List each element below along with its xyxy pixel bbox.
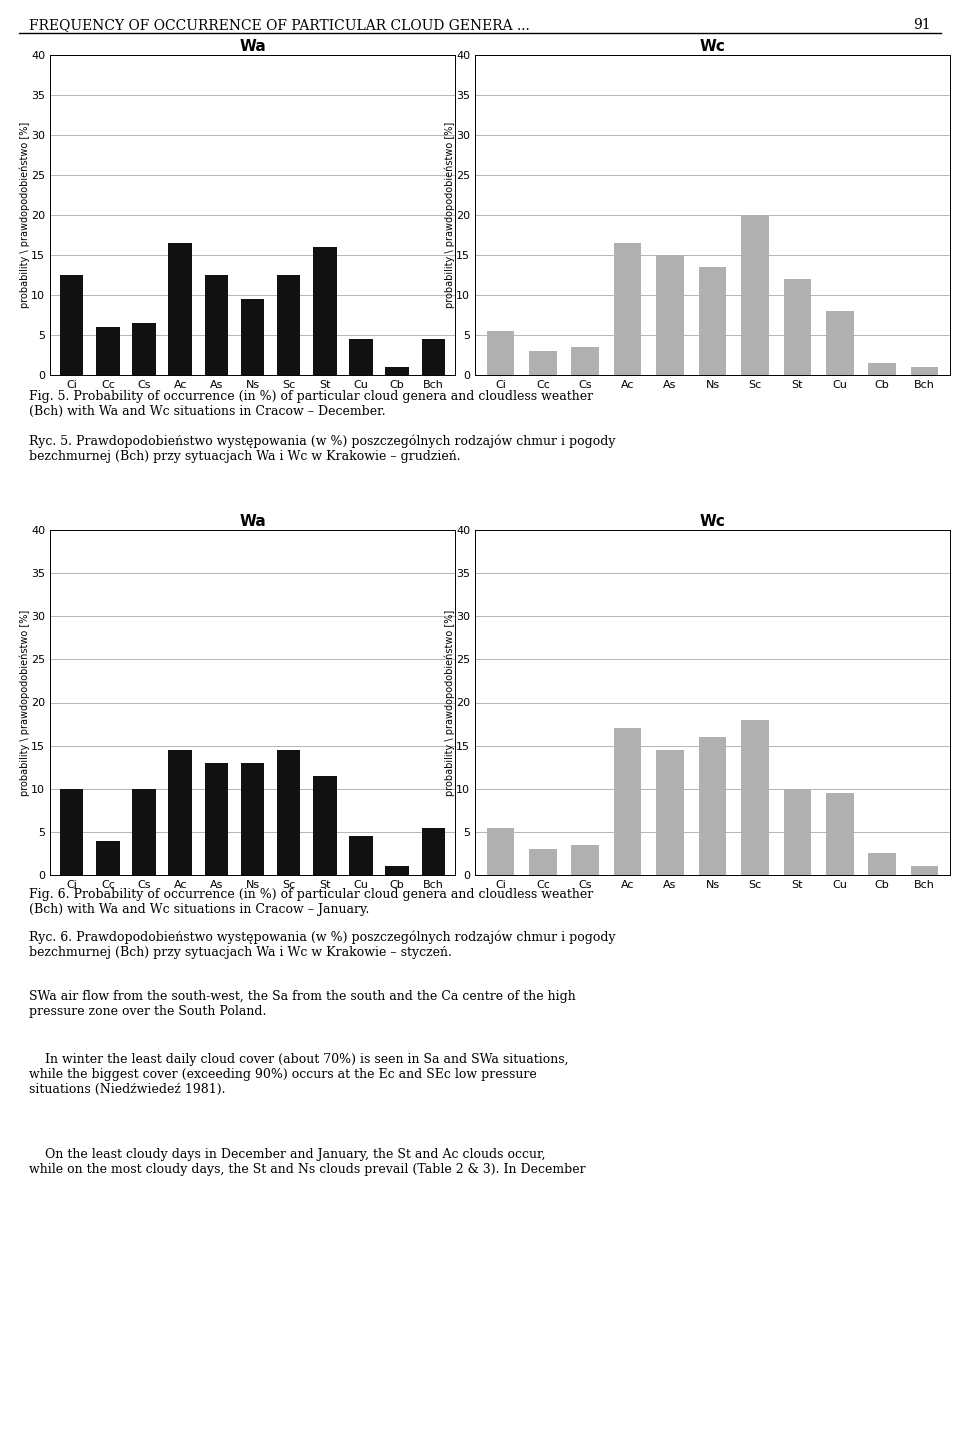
Bar bbox=[699, 737, 727, 875]
Bar bbox=[826, 793, 853, 875]
Bar bbox=[60, 789, 84, 875]
Bar bbox=[613, 243, 641, 375]
Text: Ryc. 6. Prawdopodobieństwo występowania (w %) poszczególnych rodzajów chmur i po: Ryc. 6. Prawdopodobieństwo występowania … bbox=[29, 930, 615, 959]
Bar bbox=[132, 323, 156, 375]
Bar bbox=[657, 750, 684, 875]
Bar bbox=[571, 347, 599, 375]
Bar bbox=[529, 352, 557, 375]
Bar bbox=[96, 840, 120, 875]
Bar bbox=[204, 763, 228, 875]
Bar bbox=[349, 835, 372, 875]
Y-axis label: probability \ prawdopodobieństwo [%]: probability \ prawdopodobieństwo [%] bbox=[19, 122, 30, 308]
Bar bbox=[783, 279, 811, 375]
Bar bbox=[276, 750, 300, 875]
Bar bbox=[349, 339, 372, 375]
Y-axis label: probability \ prawdopodobieństwo [%]: probability \ prawdopodobieństwo [%] bbox=[444, 609, 455, 796]
Title: Wa: Wa bbox=[239, 39, 266, 54]
Bar bbox=[613, 728, 641, 875]
Text: Fig. 6. Probability of occurrence (in %) of particular cloud genera and cloudles: Fig. 6. Probability of occurrence (in %)… bbox=[29, 888, 593, 915]
Bar bbox=[276, 275, 300, 375]
Bar bbox=[168, 243, 192, 375]
Bar bbox=[60, 275, 84, 375]
Bar bbox=[699, 267, 727, 375]
Y-axis label: probability \ prawdopodobieństwo [%]: probability \ prawdopodobieństwo [%] bbox=[444, 122, 455, 308]
Bar bbox=[241, 299, 264, 375]
Text: Fig. 5. Probability of occurrence (in %) of particular cloud genera and cloudles: Fig. 5. Probability of occurrence (in %)… bbox=[29, 389, 593, 418]
Bar bbox=[487, 331, 515, 375]
Bar bbox=[911, 368, 938, 375]
Y-axis label: probability \ prawdopodobieństwo [%]: probability \ prawdopodobieństwo [%] bbox=[19, 609, 30, 796]
Text: On the least cloudy days in December and January, the St and Ac clouds occur,
wh: On the least cloudy days in December and… bbox=[29, 1148, 586, 1175]
Bar bbox=[571, 844, 599, 875]
Title: Wc: Wc bbox=[700, 39, 726, 54]
Bar bbox=[783, 789, 811, 875]
Bar bbox=[869, 853, 896, 875]
Bar bbox=[826, 311, 853, 375]
Text: In winter the least daily cloud cover (about 70%) is seen in Sa and SWa situatio: In winter the least daily cloud cover (a… bbox=[29, 1053, 568, 1096]
Text: SWa air flow from the south-west, the Sa from the south and the Ca centre of the: SWa air flow from the south-west, the Sa… bbox=[29, 989, 576, 1019]
Bar bbox=[421, 339, 445, 375]
Bar bbox=[529, 849, 557, 875]
Bar bbox=[911, 866, 938, 875]
Bar bbox=[241, 763, 264, 875]
Bar bbox=[487, 828, 515, 875]
Title: Wc: Wc bbox=[700, 514, 726, 529]
Bar bbox=[869, 363, 896, 375]
Bar bbox=[657, 254, 684, 375]
Bar bbox=[741, 215, 769, 375]
Bar bbox=[313, 776, 337, 875]
Text: FREQUENCY OF OCCURRENCE OF PARTICULAR CLOUD GENERA ...: FREQUENCY OF OCCURRENCE OF PARTICULAR CL… bbox=[29, 17, 530, 32]
Bar bbox=[313, 247, 337, 375]
Title: Wa: Wa bbox=[239, 514, 266, 529]
Bar bbox=[168, 750, 192, 875]
Bar bbox=[385, 866, 409, 875]
Bar bbox=[204, 275, 228, 375]
Bar bbox=[96, 327, 120, 375]
Text: 91: 91 bbox=[914, 17, 931, 32]
Bar bbox=[741, 719, 769, 875]
Bar bbox=[421, 828, 445, 875]
Text: Ryc. 5. Prawdopodobieństwo występowania (w %) poszczególnych rodzajów chmur i po: Ryc. 5. Prawdopodobieństwo występowania … bbox=[29, 434, 615, 464]
Bar bbox=[132, 789, 156, 875]
Bar bbox=[385, 368, 409, 375]
